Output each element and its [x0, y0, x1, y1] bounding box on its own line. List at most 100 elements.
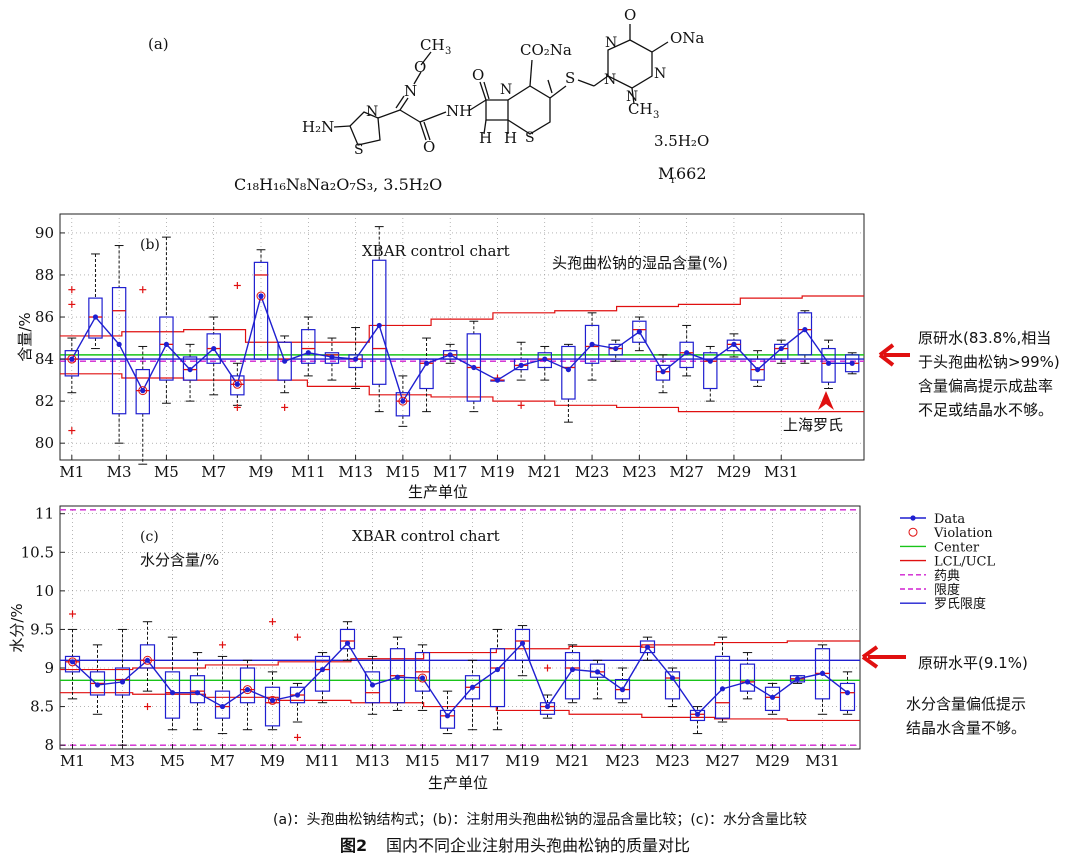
structure-label-co2na: CO₂Na: [520, 41, 572, 59]
right-level-c: 原研水平(9.1%): [918, 654, 1028, 672]
caption-title: 国内不同企业注射用头孢曲松钠的质量对比: [386, 836, 690, 855]
data-point: [694, 711, 701, 717]
data-point: [769, 694, 776, 700]
data-point: [589, 341, 595, 347]
structure-label-s-link: S: [565, 69, 575, 87]
structure-label-n-ring2: N: [604, 72, 616, 88]
box-body: [264, 686, 281, 727]
structure-label-n-ring3: N: [654, 66, 666, 82]
box-body: [561, 345, 576, 400]
x-tick-label: M23: [655, 752, 689, 770]
outlier-marker: [269, 618, 276, 626]
right-note-b-line4: 不足或结晶水不够。: [918, 401, 1053, 419]
legend-label: Center: [934, 540, 980, 555]
x-tick-label: M1: [59, 463, 84, 481]
y-tick-label: 10.5: [21, 543, 54, 561]
x-tick-label: M19: [480, 463, 514, 481]
data-point: [731, 341, 737, 347]
x-tick-label: M17: [433, 463, 467, 481]
y-tick-label: 88: [35, 266, 54, 284]
data-point: [825, 360, 832, 366]
chart-panel-c: 8 8.5 9 9.5 10 10.5 11 M1 M3 M5 M7 M9 M11 M13 M15 M17 M1…: [8, 505, 1036, 792]
box-body: [797, 312, 813, 356]
legend-box: [866, 506, 1036, 610]
box-28: [703, 345, 718, 402]
data-point: [542, 356, 548, 362]
legend-label: Data: [934, 512, 965, 527]
outlier-marker: [294, 733, 301, 741]
structure-label-hydrate: 3.5H₂O: [654, 132, 709, 150]
box-body: [189, 675, 206, 704]
data-point: [569, 666, 576, 673]
ucl-line: [60, 295, 864, 343]
legend-label: LCL/UCL: [934, 555, 995, 570]
structure-label-ch3-top: CH: [420, 36, 445, 54]
data-point: [394, 674, 401, 680]
chart-subtitle-c: 水分含量/%: [140, 551, 219, 569]
data-point: [140, 388, 146, 394]
box-body: [739, 663, 756, 692]
box-30: [789, 675, 806, 684]
box-body: [726, 339, 742, 352]
chart-subtitle-b: 头孢曲松钠的湿品含量(%): [552, 254, 728, 272]
box-body: [139, 644, 156, 669]
box-body: [372, 259, 387, 385]
box-17: [442, 343, 458, 364]
legend-swatch-marker: [910, 515, 916, 521]
structure-label-h2n: H₂N: [302, 118, 334, 136]
right-note-b-line1: 原研水(83.8%,相当: [918, 329, 1051, 347]
violation-marker: [256, 291, 266, 301]
x-tick-label: M27: [705, 752, 739, 770]
structure-label-mr-value: 662: [676, 164, 707, 183]
box-31: [774, 339, 789, 364]
x-tick-label: M29: [717, 463, 751, 481]
x-tick-label: M23: [622, 463, 656, 481]
data-point: [92, 314, 99, 320]
box-body: [839, 682, 856, 712]
data-point: [707, 358, 713, 364]
x-axis-title-b: 生产单位: [408, 483, 468, 501]
structure-label-ona: ONa: [670, 29, 704, 47]
lcl-line: [60, 692, 860, 722]
box-body: [664, 671, 681, 700]
data-point: [494, 377, 501, 383]
y-tick-label: 8: [44, 736, 54, 754]
axes-b: 80 82 84 86 88 90 M1 M3 M5 M7 M9 M11 M13 M15 M17 M19 M21…: [35, 224, 799, 481]
data-point: [684, 350, 690, 356]
data-point: [187, 366, 193, 373]
x-tick-label: M21: [528, 463, 562, 481]
box-body: [821, 347, 836, 383]
plot-frame-b: [59, 213, 865, 461]
box-body: [632, 320, 647, 343]
x-tick-label: M27: [669, 463, 703, 481]
outlier-marker: [294, 633, 301, 641]
data-point: [352, 356, 359, 362]
x-tick-label: M15: [405, 752, 439, 770]
data-point: [469, 684, 476, 690]
structure-label-nh: NH: [446, 102, 472, 120]
outlier-marker: [139, 286, 147, 294]
x-tick-label: M15: [386, 463, 420, 481]
legend-item-limit: 限度: [900, 582, 960, 598]
box-body: [489, 648, 506, 708]
structure-label-mr: M: [658, 164, 674, 183]
data-point: [234, 381, 240, 387]
data-point: [163, 341, 170, 347]
box-body: [64, 350, 80, 377]
box-body: [439, 709, 456, 729]
data-point: [849, 360, 855, 366]
data-point: [519, 640, 526, 646]
legend-label: Violation: [933, 526, 993, 541]
outlier-marker: [517, 401, 525, 409]
data-point: [116, 341, 122, 347]
box-body: [88, 297, 103, 339]
box-body: [230, 375, 245, 396]
data-point: [494, 666, 501, 673]
chemical-structure: [333, 24, 669, 146]
chart-title-b: XBAR control chart: [362, 242, 510, 260]
structure-label-n-lactam: N: [500, 82, 512, 98]
box-body: [239, 667, 256, 704]
box-16: [439, 690, 456, 735]
data-point: [169, 690, 176, 696]
